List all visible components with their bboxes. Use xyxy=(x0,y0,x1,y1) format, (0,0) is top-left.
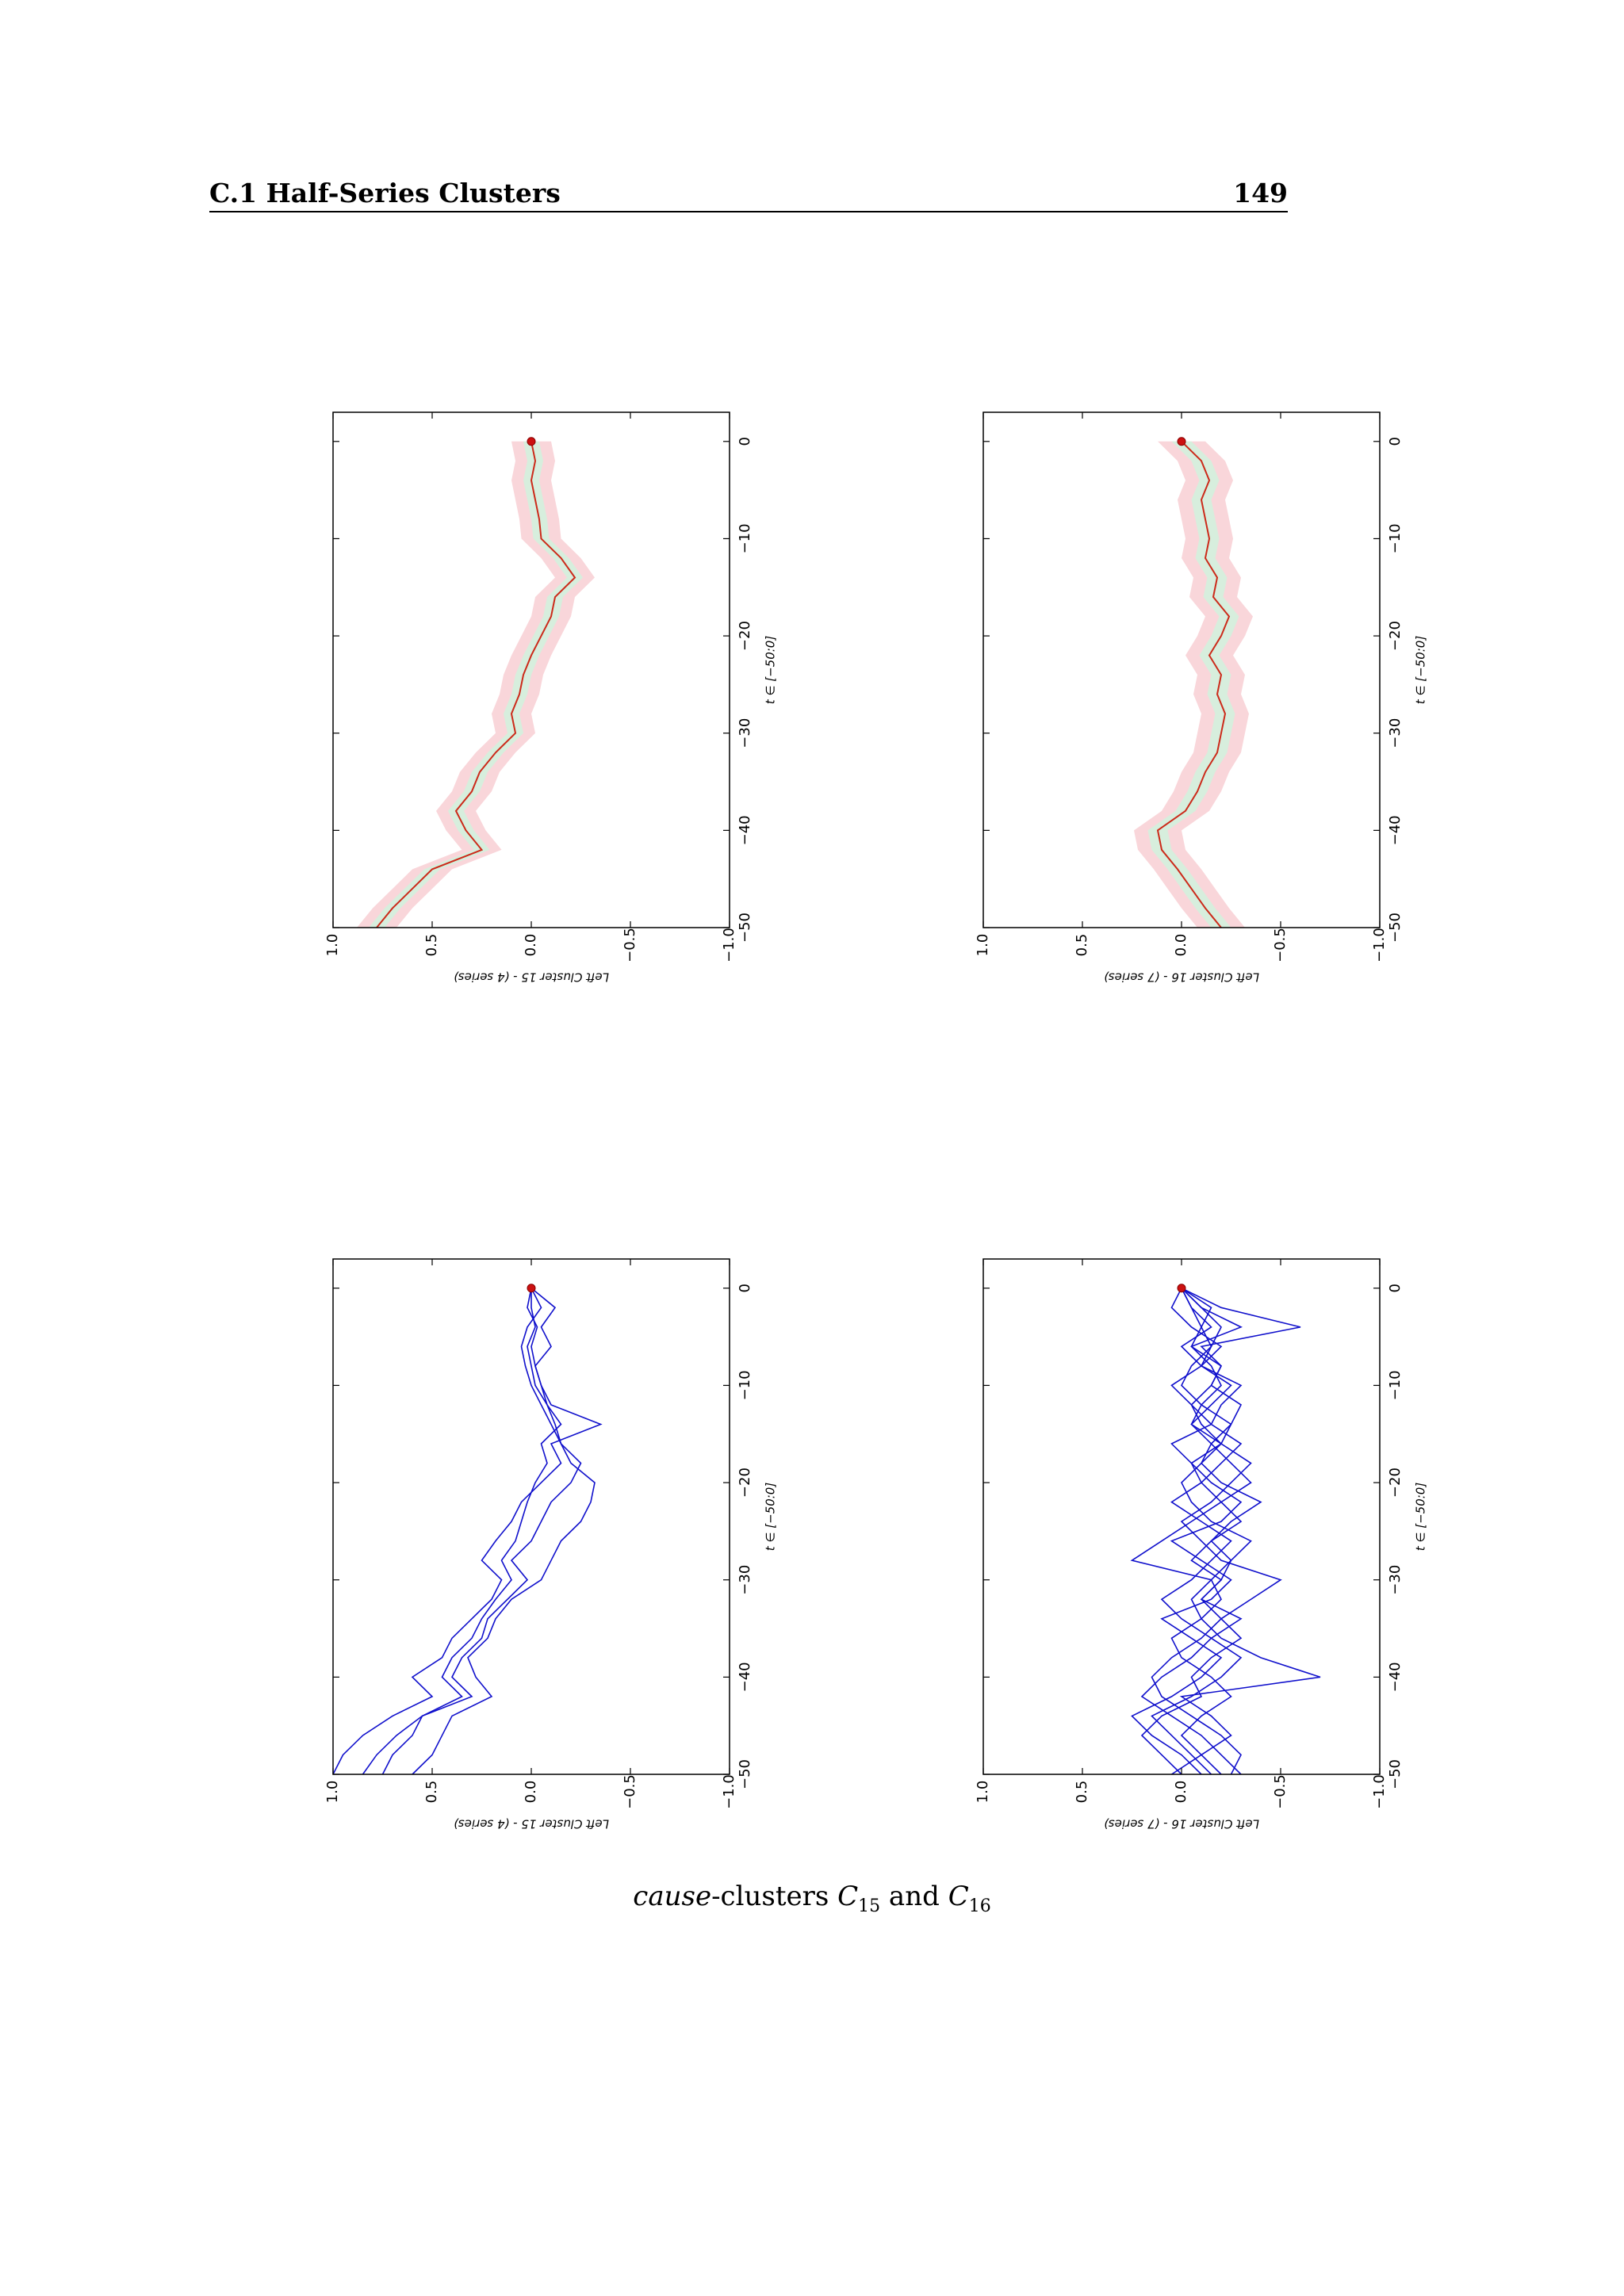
x-tick-label: −20 xyxy=(1387,1468,1404,1498)
y-axis-label: Left Cluster 16 - (7 series) xyxy=(1104,970,1259,985)
y-tick-label: −0.5 xyxy=(1272,1774,1289,1809)
x-axis-label: t ∈ [−50:0] xyxy=(1414,1483,1428,1552)
y-axis-label: Left Cluster 15 - (4 series) xyxy=(454,1817,609,1831)
y-tick-label: 1.0 xyxy=(324,1781,341,1804)
y-tick-label: −1.0 xyxy=(721,1774,737,1809)
end-marker xyxy=(1177,437,1186,446)
y-tick-label: 1.0 xyxy=(975,1781,991,1804)
x-tick-label: 0 xyxy=(737,437,753,446)
x-tick-label: −40 xyxy=(1387,815,1404,845)
caption-c15-symbol: C xyxy=(837,1881,859,1912)
caption-c16-sub: 16 xyxy=(968,1896,991,1916)
caption-c16-symbol: C xyxy=(948,1881,969,1912)
series-line-3 xyxy=(412,1288,596,1775)
series-line-2 xyxy=(1131,1288,1243,1775)
plot-top-right: −50 −40 −30 −20 −10 0 1.0 0.5 0.0 −0.5 −1.0 t ∈ [−5… xyxy=(975,411,1428,985)
x-tick-label: −10 xyxy=(737,523,753,553)
series-line-2 xyxy=(381,1288,582,1775)
caption-c15-sub: 15 xyxy=(858,1896,881,1916)
x-tick-label: −20 xyxy=(737,621,753,651)
plot-bottom-left: −50 −40 −30 −20 −10 0 1.0 0.5 0.0 −0.5 −1.0 t ∈ [−5… xyxy=(324,1258,778,1831)
y-axis-label: Left Cluster 15 - (4 series) xyxy=(454,970,609,985)
x-tick-label: −50 xyxy=(737,1759,753,1789)
x-tick-label: −40 xyxy=(737,815,753,845)
x-tick-label: 0 xyxy=(1387,437,1404,446)
x-tick-label: −50 xyxy=(1387,1759,1404,1789)
x-tick-label: −10 xyxy=(1387,1370,1404,1400)
page-header: C.1 Half-Series Clusters 149 xyxy=(209,173,1288,212)
y-tick-label: 1.0 xyxy=(975,934,991,957)
x-tick-label: −30 xyxy=(1387,1565,1404,1595)
mean-line xyxy=(1156,441,1231,928)
inner-band xyxy=(1147,441,1239,928)
y-tick-label: 1.0 xyxy=(324,934,341,957)
x-tick-label: −10 xyxy=(1387,523,1404,553)
caption-italic: cause xyxy=(633,1881,712,1912)
section-title: C.1 Half-Series Clusters xyxy=(209,178,561,209)
y-tick-label: 0.5 xyxy=(1074,934,1090,957)
y-tick-label: −1.0 xyxy=(1371,928,1388,962)
x-axis-label: t ∈ [−50:0] xyxy=(764,1483,778,1552)
y-tick-label: −0.5 xyxy=(622,1774,638,1809)
series-line-4 xyxy=(362,1288,562,1775)
x-tick-label: 0 xyxy=(737,1284,753,1292)
y-tick-label: −0.5 xyxy=(622,928,638,962)
y-axis-label: Left Cluster 16 - (7 series) xyxy=(1104,1817,1259,1831)
x-tick-label: −50 xyxy=(1387,913,1404,943)
outer-band xyxy=(1134,441,1253,928)
caption-and: and xyxy=(880,1881,948,1912)
y-tick-label: 0.0 xyxy=(523,1781,539,1804)
caption-text: -clusters xyxy=(711,1881,838,1912)
x-tick-label: −50 xyxy=(737,913,753,943)
x-tick-label: −30 xyxy=(1387,718,1404,748)
x-tick-label: 0 xyxy=(1387,1284,1404,1292)
figure-caption: cause-clusters C15 and C16 xyxy=(0,1881,1624,1916)
y-tick-label: −0.5 xyxy=(1272,928,1289,962)
series-line-5 xyxy=(1151,1288,1243,1775)
end-marker xyxy=(527,1284,536,1293)
x-tick-label: −40 xyxy=(1387,1662,1404,1692)
header-rule xyxy=(209,211,1288,212)
mean-line xyxy=(376,441,576,928)
y-tick-label: −1.0 xyxy=(721,928,737,962)
series-line-1 xyxy=(1140,1288,1252,1775)
plot-top-left: −50 −40 −30 −20 −10 0 1.0 0.5 0.0 −0.5 −1.0 t ∈ [−5… xyxy=(324,411,778,985)
x-tick-label: −40 xyxy=(737,1662,753,1692)
y-tick-label: 0.5 xyxy=(423,1781,440,1804)
series-line-1 xyxy=(332,1288,603,1775)
y-tick-label: 0.0 xyxy=(1173,934,1189,957)
y-tick-label: 0.5 xyxy=(1074,1781,1090,1804)
end-marker xyxy=(1177,1284,1186,1293)
x-tick-label: −30 xyxy=(737,1565,753,1595)
plot-bottom-right: −50 −40 −30 −20 −10 0 1.0 0.5 0.0 −0.5 −1.0 t ∈ [−5… xyxy=(975,1258,1428,1831)
end-marker xyxy=(527,437,536,446)
outer-band xyxy=(357,441,595,928)
series-line-6 xyxy=(1140,1288,1262,1775)
page-number: 149 xyxy=(1233,178,1288,209)
x-tick-label: −20 xyxy=(1387,621,1404,651)
x-axis-label: t ∈ [−50:0] xyxy=(1414,636,1428,705)
y-tick-label: −1.0 xyxy=(1371,1774,1388,1809)
x-tick-label: −30 xyxy=(737,718,753,748)
x-axis-label: t ∈ [−50:0] xyxy=(764,636,778,705)
y-tick-label: 0.5 xyxy=(423,934,440,957)
x-tick-label: −20 xyxy=(737,1468,753,1498)
y-tick-label: 0.0 xyxy=(523,934,539,957)
series-line-7 xyxy=(1170,1288,1252,1775)
y-tick-label: 0.0 xyxy=(1173,1781,1189,1804)
series-line-3 xyxy=(1130,1288,1321,1775)
x-tick-label: −10 xyxy=(737,1370,753,1400)
